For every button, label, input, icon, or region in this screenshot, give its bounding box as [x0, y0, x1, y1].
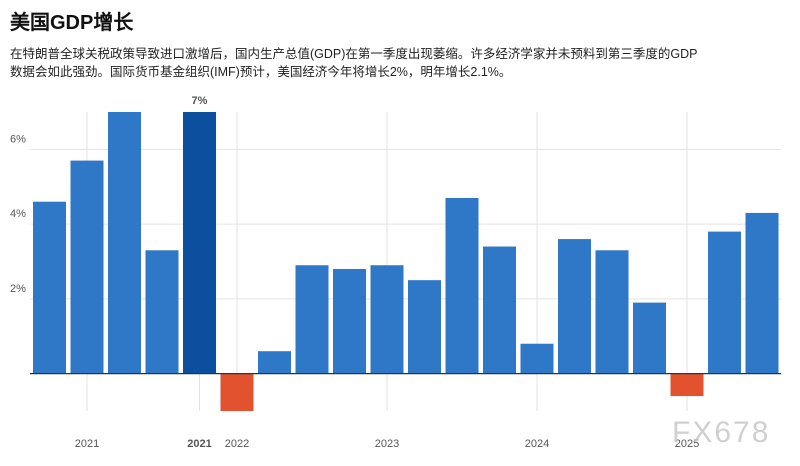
bar [295, 265, 329, 374]
bar [333, 268, 366, 374]
bar [108, 112, 141, 374]
bar [370, 265, 404, 374]
bar [558, 239, 591, 374]
bar [145, 250, 179, 374]
x-tick-label: 2025 [675, 438, 699, 450]
bar [483, 246, 516, 374]
y-tick-label: 2% [10, 283, 26, 295]
bar [595, 250, 629, 374]
x-tick-label: 2024 [525, 438, 549, 450]
bar [220, 373, 254, 411]
header: 美国GDP增长 在特朗普全球关税政策导致进口激增后，国内生产总值(GDP)在第一… [10, 6, 795, 81]
subtitle: 数据会如此强劲。国际货币基金组织(IMF)预计，美国经济今年将增长2%，明年增长… [10, 65, 512, 79]
x-tick-label: 2021 [75, 438, 99, 450]
x-tick-label: 2022 [225, 438, 249, 450]
bar [745, 212, 779, 374]
bar [445, 197, 479, 374]
bar [633, 302, 666, 374]
watermark: FX678 [672, 416, 770, 449]
chart-title: 美国GDP增长 [10, 12, 134, 34]
bar [33, 201, 66, 374]
bar [183, 112, 216, 374]
bar [670, 373, 704, 397]
bar [70, 160, 104, 374]
y-tick-label: 6% [10, 133, 26, 145]
x-tick-label: 2023 [375, 438, 399, 450]
x-tick-label: 2021 [187, 438, 211, 450]
bar [708, 231, 741, 374]
bar [520, 343, 554, 374]
bar [258, 351, 291, 374]
bar [408, 280, 441, 374]
value-label: 7% [192, 95, 208, 107]
subtitle: 在特朗普全球关税政策导致进口激增后，国内生产总值(GDP)在第一季度出现萎缩。许… [10, 47, 698, 61]
y-tick-label: 4% [10, 208, 26, 220]
